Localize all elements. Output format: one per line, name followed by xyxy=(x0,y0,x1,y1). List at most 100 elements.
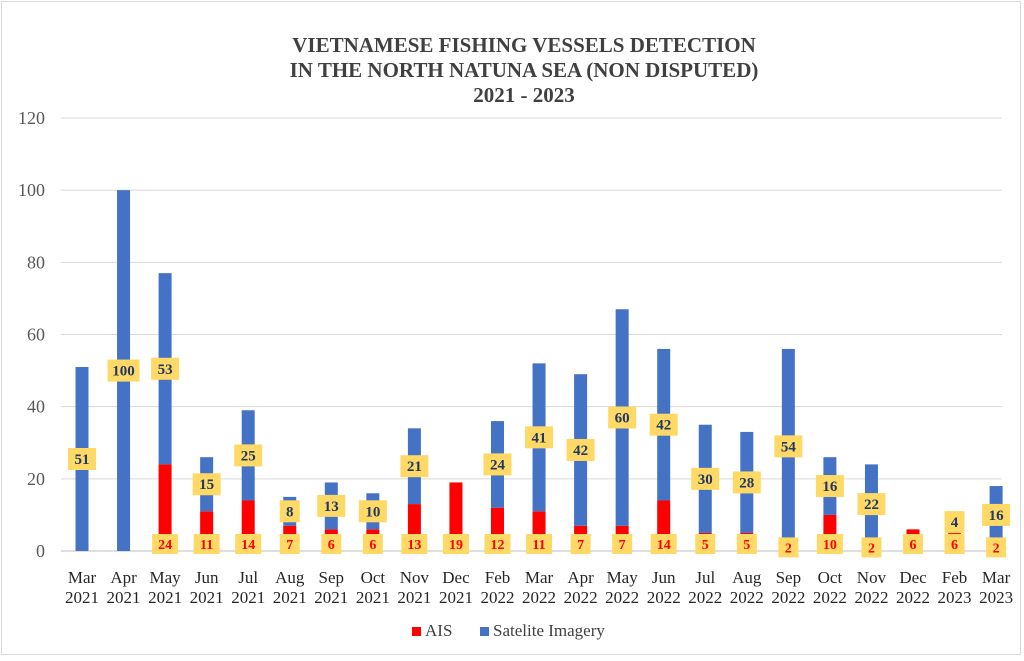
y-tick-label: 0 xyxy=(36,541,45,561)
x-tick-label-year: 2021 xyxy=(148,588,182,607)
data-label-ais-box xyxy=(362,534,383,554)
data-label-satellite: 53 xyxy=(158,362,173,378)
data-label-ais: 2 xyxy=(993,541,1000,556)
x-tick-label-month: Apr xyxy=(110,568,137,587)
data-label-satellite: 13 xyxy=(324,499,339,515)
x-tick-label-month: Aug xyxy=(275,568,305,587)
data-label-ais: 2 xyxy=(785,541,792,556)
data-label-ais-box xyxy=(986,537,1007,558)
x-tick-label-year: 2022 xyxy=(522,588,556,607)
data-label-satellite-box xyxy=(107,359,140,382)
data-label-satellite: 100 xyxy=(112,364,135,380)
data-label-satellite: 28 xyxy=(739,475,754,491)
y-tick-label: 80 xyxy=(27,252,45,272)
x-tick-label-year: 2022 xyxy=(896,588,930,607)
data-label-ais: 7 xyxy=(619,538,626,553)
data-label-satellite-box xyxy=(525,426,554,449)
x-tick-label-month: May xyxy=(607,568,639,587)
data-label-satellite-box xyxy=(279,500,300,523)
data-label-satellite-box xyxy=(857,493,886,516)
x-tick-label-month: Mar xyxy=(68,568,97,587)
legend-label-satellite: Satelite Imagery xyxy=(493,621,605,640)
data-label-ais: 5 xyxy=(743,538,750,553)
data-label-ais: 24 xyxy=(158,538,172,553)
data-label-ais: 19 xyxy=(449,538,463,553)
data-label-satellite: 42 xyxy=(656,418,671,434)
data-label-ais-box xyxy=(778,537,799,558)
y-axis-ticks: 0 20 40 60 80 100 120 xyxy=(18,108,45,561)
data-label-satellite-box xyxy=(732,471,761,494)
x-tick-label-year: 2021 xyxy=(65,588,99,607)
data-label-ais-box xyxy=(816,534,843,554)
y-tick-label: 20 xyxy=(27,469,45,489)
data-label-ais-box xyxy=(903,534,923,554)
data-label-satellite-box xyxy=(649,413,678,436)
data-label-satellite-box xyxy=(944,511,965,534)
x-tick-label-month: Oct xyxy=(818,568,843,587)
legend-swatch-satellite xyxy=(480,627,489,636)
chart-title-line-2: IN THE NORTH NATUNA SEA (NON DISPUTED) xyxy=(290,58,759,82)
data-label-satellite-box xyxy=(982,503,1011,526)
data-label-ais-box xyxy=(526,534,553,554)
data-label-ais: 7 xyxy=(286,538,293,553)
x-tick-label-year: 2022 xyxy=(605,588,639,607)
data-label-ais-box xyxy=(861,537,882,558)
data-label-ais-box xyxy=(570,534,591,554)
data-label-ais-box xyxy=(612,534,633,554)
x-tick-label-year: 2022 xyxy=(481,588,515,607)
x-tick-label-month: Nov xyxy=(857,568,887,587)
x-tick-label-month: Jun xyxy=(652,568,676,587)
x-tick-label-month: Apr xyxy=(567,568,594,587)
y-tick-label: 100 xyxy=(18,180,45,200)
y-tick-label: 120 xyxy=(18,108,45,128)
data-label-satellite: 41 xyxy=(532,430,547,446)
data-label-ais: 11 xyxy=(532,538,545,553)
x-tick-label-month: Feb xyxy=(485,568,511,587)
data-label-satellite: 24 xyxy=(490,457,506,473)
x-tick-label-month: Jun xyxy=(195,568,219,587)
data-label-satellite: 15 xyxy=(199,477,214,493)
x-tick-label-month: Oct xyxy=(361,568,386,587)
data-label-ais: 5 xyxy=(702,538,709,553)
y-tick-label: 40 xyxy=(27,397,45,417)
data-label-satellite-box xyxy=(608,406,637,429)
y-tick-label: 60 xyxy=(27,325,45,345)
data-label-ais: 2 xyxy=(868,541,875,556)
data-label-ais: 14 xyxy=(241,538,255,553)
data-label-ais-box xyxy=(484,534,511,554)
data-label-satellite-box xyxy=(483,453,512,476)
bar-ais xyxy=(449,482,463,551)
x-tick-label-month: Jul xyxy=(238,568,258,587)
x-tick-label-year: 2021 xyxy=(314,588,348,607)
data-label-ais: 14 xyxy=(657,538,671,553)
x-tick-label-year: 2021 xyxy=(397,588,431,607)
data-label-ais: 12 xyxy=(491,538,505,553)
legend: AIS Satelite Imagery xyxy=(412,621,605,640)
data-label-satellite-box xyxy=(566,438,595,461)
data-label-satellite: 16 xyxy=(822,479,838,495)
x-tick-label-year: 2021 xyxy=(190,588,224,607)
data-label-ais-box xyxy=(193,534,220,554)
x-tick-label-year: 2021 xyxy=(273,588,307,607)
x-tick-label-year: 2022 xyxy=(688,588,722,607)
x-tick-label-month: Nov xyxy=(400,568,430,587)
x-tick-label-year: 2022 xyxy=(647,588,681,607)
data-label-ais-box xyxy=(321,534,342,554)
x-tick-label-year: 2021 xyxy=(356,588,390,607)
x-tick-label-month: Mar xyxy=(982,568,1011,587)
x-tick-label-month: Jul xyxy=(695,568,715,587)
x-tick-label-year: 2022 xyxy=(564,588,598,607)
x-tick-label-year: 2022 xyxy=(730,588,764,607)
data-label-ais-box xyxy=(235,534,262,554)
data-label-ais-box xyxy=(944,534,965,554)
data-label-satellite-box xyxy=(317,494,346,517)
data-label-satellite: 60 xyxy=(615,410,630,426)
x-tick-label-year: 2021 xyxy=(439,588,473,607)
data-label-ais-box xyxy=(401,534,428,554)
data-label-satellite-box xyxy=(400,455,429,478)
data-label-satellite-box xyxy=(358,500,387,523)
data-label-ais: 13 xyxy=(407,538,421,553)
x-tick-label-year: 2022 xyxy=(854,588,888,607)
data-label-satellite: 21 xyxy=(407,459,422,475)
chart-title-line-3: 2021 - 2023 xyxy=(473,83,575,107)
